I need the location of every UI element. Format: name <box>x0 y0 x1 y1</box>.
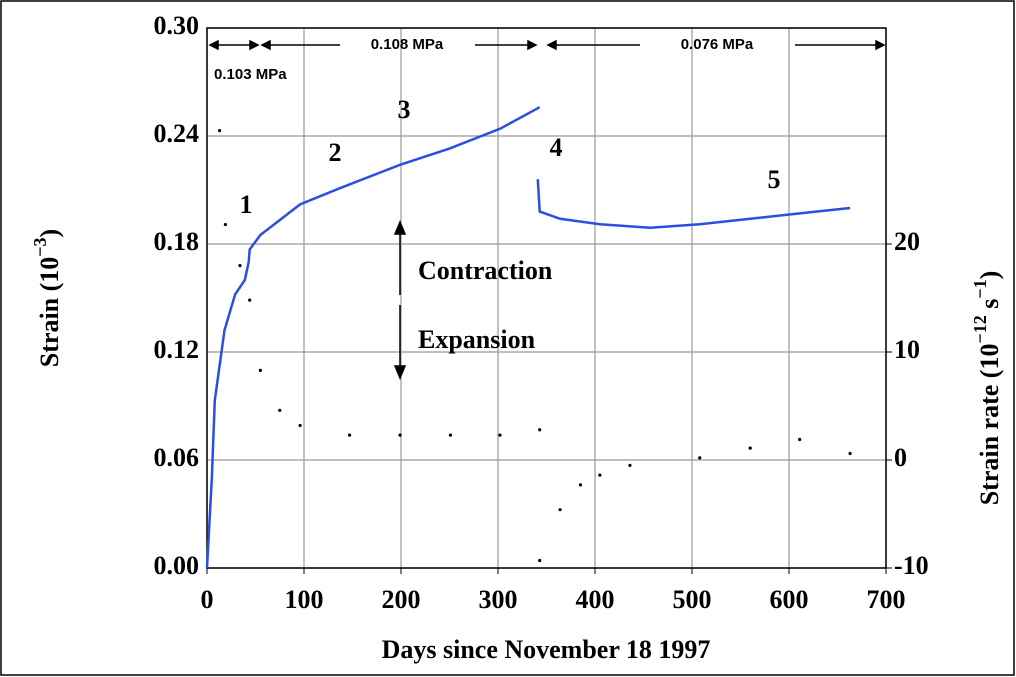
annotation: 0.076 MPa <box>681 36 754 53</box>
label-part: Strain rate (10 <box>975 344 1004 506</box>
annotation: 0.103 MPa <box>214 66 287 83</box>
y2-axis-label: Strain rate (10−12 s−1) <box>970 271 1004 506</box>
x-tick-label: 500 <box>673 585 712 614</box>
label-part: s <box>975 299 1004 316</box>
x-tick-label: 600 <box>770 585 809 614</box>
data-point <box>218 129 222 133</box>
data-point <box>578 483 583 487</box>
label-part: −1 <box>970 279 990 298</box>
x-axis-label: Days since November 18 1997 <box>382 635 711 664</box>
annotation: 5 <box>768 165 781 194</box>
y-tick-label: 0.00 <box>154 551 200 580</box>
y2-tick-label: 20 <box>894 227 920 256</box>
data-point <box>558 508 562 512</box>
x-tick-label: 0 <box>201 585 214 614</box>
annotation: 2 <box>329 138 342 167</box>
series-line <box>205 106 851 569</box>
annotation: 4 <box>550 133 563 162</box>
label-part: −12 <box>970 315 990 343</box>
data-point <box>798 437 802 442</box>
data-point <box>398 433 402 437</box>
data-point <box>238 264 242 268</box>
annotation: Expansion <box>418 325 536 354</box>
y-tick-label: 0.12 <box>154 335 200 364</box>
y-tick-label: 0.30 <box>154 11 200 40</box>
label-part: −3 <box>30 237 50 256</box>
y2-tick-label: -10 <box>894 551 929 580</box>
x-tick-label: 700 <box>867 585 906 614</box>
data-point <box>598 473 602 477</box>
x-tick-label: 300 <box>479 585 518 614</box>
data-point <box>848 451 852 456</box>
label-part: ) <box>35 229 64 238</box>
label-part: Strain (10 <box>35 257 64 368</box>
data-point <box>298 423 302 428</box>
x-tick-label: 400 <box>576 585 615 614</box>
label-part: ) <box>975 271 1004 280</box>
data-point <box>223 222 228 227</box>
y-axis-label: Strain (10−3) <box>30 229 64 367</box>
y2-tick-label: 0 <box>894 443 907 472</box>
y-tick-label: 0.06 <box>154 443 200 472</box>
annotation: 3 <box>398 95 411 124</box>
y2-tick-label: 10 <box>894 335 920 364</box>
annotation: Contraction <box>418 256 553 285</box>
y-tick-label: 0.24 <box>154 119 200 148</box>
annotation: 0.108 MPa <box>371 36 444 53</box>
data-point <box>258 368 262 372</box>
data-point <box>278 408 282 412</box>
data-point <box>698 456 702 460</box>
data-point <box>628 463 632 467</box>
data-point <box>248 298 252 302</box>
data-point <box>538 558 542 563</box>
plot-area <box>206 27 887 569</box>
annotation: 1 <box>240 190 253 219</box>
x-tick-label: 200 <box>382 585 421 614</box>
arrows <box>208 39 886 380</box>
data-point <box>448 433 453 437</box>
data-point <box>347 433 352 437</box>
data-point <box>538 428 542 432</box>
y-tick-label: 0.18 <box>154 227 200 256</box>
data-point <box>498 433 502 437</box>
data-point <box>748 446 752 450</box>
x-tick-label: 100 <box>285 585 324 614</box>
